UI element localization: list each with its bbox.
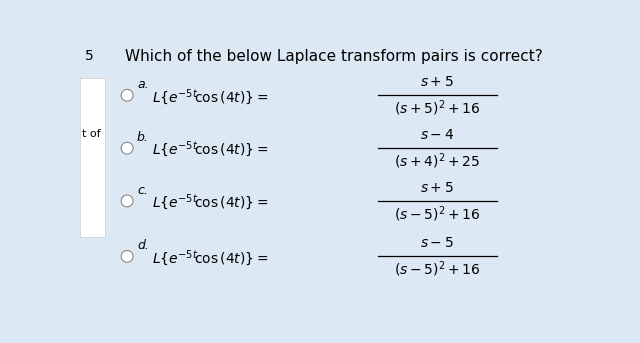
Ellipse shape [121,250,133,262]
Text: $s + 5$: $s + 5$ [420,75,454,89]
Ellipse shape [121,90,133,101]
Text: c.: c. [137,184,148,197]
Text: $L\{e^{-5t}\!\cos{(4t)}\} =$: $L\{e^{-5t}\!\cos{(4t)}\} =$ [152,192,268,212]
Ellipse shape [121,195,133,207]
Text: $s - 4$: $s - 4$ [420,128,454,142]
Text: $(s + 4)^{2} + 25$: $(s + 4)^{2} + 25$ [394,152,480,171]
Text: $s - 5$: $s - 5$ [420,236,454,250]
Text: 5: 5 [85,49,93,63]
FancyBboxPatch shape [80,78,105,237]
Text: $L\{e^{-5t}\!\cos{(4t)}\} =$: $L\{e^{-5t}\!\cos{(4t)}\} =$ [152,248,268,268]
Text: $(s + 5)^{2} + 16$: $(s + 5)^{2} + 16$ [394,99,481,118]
Text: d.: d. [137,239,149,252]
Text: $L\{e^{-5t}\!\cos{(4t)}\} =$: $L\{e^{-5t}\!\cos{(4t)}\} =$ [152,87,268,107]
Text: t of: t of [83,129,101,139]
Text: $(s - 5)^{2} + 16$: $(s - 5)^{2} + 16$ [394,204,481,224]
Text: $L\{e^{-5t}\!\cos{(4t)}\} =$: $L\{e^{-5t}\!\cos{(4t)}\} =$ [152,140,268,159]
Text: $(s - 5)^{2} + 16$: $(s - 5)^{2} + 16$ [394,260,481,280]
Text: a.: a. [137,78,148,91]
Text: $s + 5$: $s + 5$ [420,181,454,195]
Ellipse shape [121,142,133,154]
Text: Which of the below Laplace transform pairs is correct?: Which of the below Laplace transform pai… [125,49,542,64]
Text: b.: b. [137,131,149,144]
